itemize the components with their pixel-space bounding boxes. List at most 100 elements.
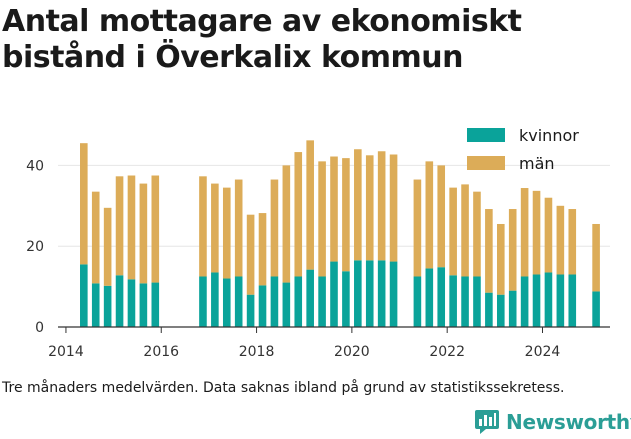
chart-area: 0 20 40 2014 2016 2018 2020 2022 2024 kvinnor mä… <box>26 126 610 360</box>
bar-kvinnor <box>258 285 267 327</box>
bar-kvinnor <box>306 269 314 327</box>
bar-kvinnor <box>496 294 505 327</box>
bar-man <box>139 183 148 284</box>
legend-swatch <box>467 128 505 142</box>
bar-man <box>568 209 577 275</box>
newsworthy-logo: Newsworthy <box>474 406 631 438</box>
bar-kvinnor <box>437 267 446 327</box>
bar-man <box>80 143 88 265</box>
bar-man <box>377 151 386 261</box>
bar-man <box>91 191 100 284</box>
bar-man <box>485 209 493 293</box>
bar-man <box>520 188 529 277</box>
x-tick-label: 2022 <box>429 344 465 360</box>
bar-man <box>258 213 267 286</box>
bar-man <box>330 156 338 262</box>
bar-man <box>282 165 291 283</box>
logo-text: Newsworthy <box>506 410 631 434</box>
bar-man <box>496 223 505 295</box>
bar-man <box>342 158 350 272</box>
bar-man <box>354 149 362 261</box>
bar-man <box>115 176 124 276</box>
bar-kvinnor <box>377 260 386 327</box>
bar-kvinnor <box>103 285 112 327</box>
bar-man <box>449 187 457 276</box>
bar-kvinnor <box>222 278 231 327</box>
bar-chart-speech-bubble-icon <box>475 410 499 434</box>
bar-kvinnor <box>413 276 422 327</box>
bar-man <box>222 187 231 279</box>
bar-kvinnor <box>592 291 600 327</box>
bar-man <box>365 155 374 261</box>
bars <box>80 140 600 327</box>
bar-kvinnor <box>151 282 160 327</box>
bar-kvinnor <box>246 294 255 327</box>
bar-kvinnor <box>532 274 541 327</box>
bar-kvinnor <box>282 282 291 327</box>
y-tick-label: 40 <box>26 158 44 174</box>
bar-kvinnor <box>211 272 219 327</box>
bar-man <box>544 197 553 273</box>
bar-man <box>389 154 398 262</box>
x-tick-label: 2020 <box>334 344 370 360</box>
bar-man <box>461 184 469 277</box>
x-tick-label: 2016 <box>143 344 179 360</box>
x-axis: 2014 2016 2018 2020 2022 2024 <box>48 326 610 360</box>
legend-swatch <box>467 156 505 170</box>
legend-label: kvinnor <box>519 126 579 145</box>
bar-man <box>270 179 279 277</box>
bar-man <box>437 165 446 268</box>
bar-man <box>473 191 481 277</box>
bar-kvinnor <box>425 268 434 327</box>
bar-kvinnor <box>473 276 481 327</box>
legend: kvinnor män <box>467 126 579 173</box>
bar-man <box>532 190 541 275</box>
x-tick-label: 2014 <box>48 344 84 360</box>
bar-kvinnor <box>461 276 469 327</box>
bar-kvinnor <box>520 276 529 327</box>
bar-kvinnor <box>91 283 100 327</box>
bar-kvinnor <box>318 276 326 327</box>
bar-kvinnor <box>485 292 493 327</box>
bar-kvinnor <box>354 260 362 327</box>
bar-man <box>127 175 136 280</box>
bar-kvinnor <box>342 271 350 327</box>
bar-man <box>556 205 565 275</box>
bar-kvinnor <box>365 260 374 327</box>
bar-man <box>592 223 600 292</box>
y-tick-label: 20 <box>26 239 44 255</box>
bar-kvinnor <box>127 279 136 327</box>
bar-man <box>151 175 160 283</box>
bar-kvinnor <box>556 274 565 327</box>
x-tick-label: 2018 <box>239 344 275 360</box>
bar-man <box>508 209 517 291</box>
bar-man <box>234 179 243 277</box>
bar-kvinnor <box>508 290 517 327</box>
bar-man <box>306 140 314 270</box>
bar-man <box>294 152 303 277</box>
bar-kvinnor <box>139 283 148 327</box>
bar-man <box>246 214 255 295</box>
bar-kvinnor <box>330 261 338 327</box>
bar-kvinnor <box>568 274 577 327</box>
chart-title: Antal mottagare av ekonomiskt bistånd i … <box>2 4 522 75</box>
bar-man <box>318 161 326 277</box>
bar-kvinnor <box>199 276 207 327</box>
bar-kvinnor <box>294 276 303 327</box>
bar-man <box>413 179 422 277</box>
bar-man <box>103 207 112 286</box>
legend-label: män <box>519 154 555 173</box>
y-tick-labels: 0 20 40 <box>26 158 44 336</box>
y-tick-label: 0 <box>35 320 44 336</box>
bar-kvinnor <box>270 276 279 327</box>
bar-man <box>425 161 434 269</box>
bar-kvinnor <box>80 264 88 327</box>
bar-man <box>199 176 207 277</box>
bar-kvinnor <box>389 261 398 327</box>
x-tick-label: 2024 <box>525 344 561 360</box>
bar-kvinnor <box>449 275 457 327</box>
bar-kvinnor <box>234 276 243 327</box>
bar-kvinnor <box>544 272 553 327</box>
bar-kvinnor <box>115 275 124 327</box>
chart-caption: Tre månaders medelvärden. Data saknas ib… <box>2 380 565 396</box>
